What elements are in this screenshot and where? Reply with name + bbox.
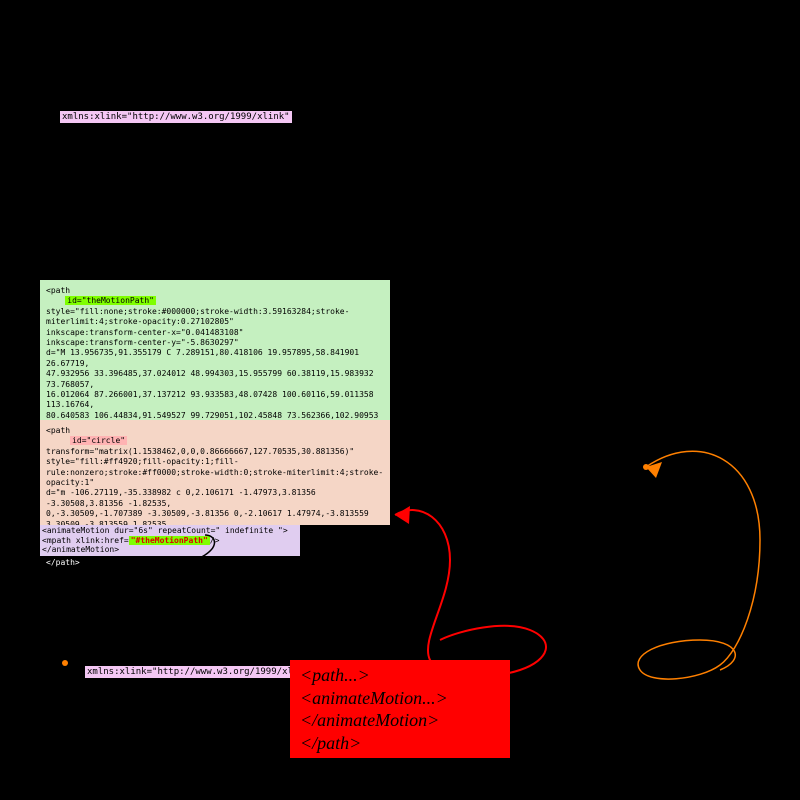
code-line: 16.012064 87.266001,37.137212 93.933583,… (46, 390, 384, 411)
code-line: 47.932956 33.396485,37.024012 48.994303,… (46, 369, 384, 390)
summary-line: </animateMotion> (300, 709, 500, 732)
code-line: id="circle" (46, 436, 384, 446)
code-line: style="fill:#ff4920;fill-opacity:1;fill-… (46, 457, 384, 488)
code-line: transform="matrix(1.1538462,0,0,0.866666… (46, 447, 384, 457)
code-line: inkscape:transform-center-x="0.041483108… (46, 328, 384, 338)
code-line: style="fill:none;stroke:#000000;stroke-w… (46, 307, 384, 328)
href-highlight: "#theMotionPath" (129, 536, 210, 545)
code-line: </animateMotion> (42, 545, 298, 555)
code-line: <animateMotion dur="6s" repeatCount=" in… (42, 526, 298, 536)
orange-arrow-path (638, 451, 760, 679)
orange-dot (643, 464, 649, 470)
orange-dot (62, 660, 68, 666)
code-line: <path (46, 426, 384, 436)
code-line-tail: </path> (46, 558, 80, 567)
code-line: d="m -106.27119,-35.338982 c 0,2.106171 … (46, 488, 384, 509)
summary-line: </path> (300, 732, 500, 755)
animatemotion-code-box: <animateMotion dur="6s" repeatCount=" in… (40, 525, 300, 556)
summary-line: <animateMotion...> (300, 687, 500, 710)
summary-line: <path...> (300, 664, 500, 687)
xlink-ns-top: xmlns:xlink="http://www.w3.org/1999/xlin… (60, 111, 292, 123)
code-line: id="theMotionPath" (46, 296, 384, 306)
orange-arrowhead-icon (646, 462, 662, 478)
red-arrowhead-icon (395, 506, 410, 524)
id-highlight: id="circle" (70, 436, 127, 445)
xlink-ns-bottom: xmlns:xlink="http://www.w3.org/1999/xlin… (85, 666, 317, 678)
circle-code-box: <path id="circle" transform="matrix(1.15… (40, 420, 390, 525)
code-line: <path (46, 286, 384, 296)
code-line: d="M 13.956735,91.355179 C 7.289151,80.4… (46, 348, 384, 369)
summary-red-box: <path...> <animateMotion...> </animateMo… (290, 660, 510, 758)
code-line: inkscape:transform-center-y="-5.8630297" (46, 338, 384, 348)
code-line: <mpath xlink:href="#theMotionPath"/> (42, 536, 298, 546)
red-arrow-path (395, 510, 546, 677)
motionpath-code-box: <path id="theMotionPath" style="fill:non… (40, 280, 390, 420)
id-highlight: id="theMotionPath" (65, 296, 156, 305)
